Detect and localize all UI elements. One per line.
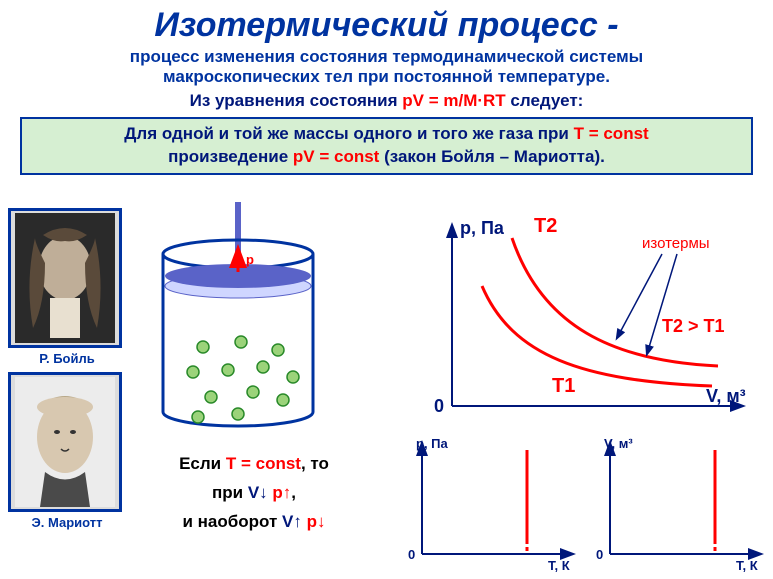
- chart-pt: 0 p, Па T, К: [404, 434, 580, 574]
- portrait-boyle-caption: Р. Бойль: [8, 351, 126, 366]
- subtitle: процесс изменения состояния термодинамич…: [0, 47, 773, 87]
- page-title: Изотермический процесс -: [0, 0, 773, 45]
- law-l2-post: (закон Бойля – Мариотта).: [379, 147, 605, 166]
- svg-text:T, К: T, К: [736, 558, 758, 573]
- eq-formula: pV = m/M·RT: [402, 91, 505, 110]
- subtitle-line2: макроскопических тел при постоянной темп…: [163, 67, 610, 86]
- subtitle-line1: процесс изменения состояния термодинамич…: [130, 47, 643, 66]
- cond-l2-V: V↓: [248, 483, 268, 502]
- svg-text:0: 0: [434, 396, 444, 416]
- equation-line: Из уравнения состояния pV = m/M·RT следу…: [0, 91, 773, 111]
- law-l1-pre: Для одной и той же массы одного и того ж…: [124, 124, 573, 143]
- cond-l3-p: p↓: [302, 512, 326, 531]
- cond-l1-T: T = const: [226, 454, 301, 473]
- law-l2-pre: произведение: [168, 147, 293, 166]
- svg-text:0: 0: [408, 547, 415, 562]
- cond-l3-V: V↑: [282, 512, 302, 531]
- portrait-boyle-image: [15, 213, 115, 343]
- eq-post: следует:: [506, 91, 584, 110]
- svg-text:T2: T2: [534, 216, 557, 237]
- chart-pv: 0 p, Па V, м³ T1 T2 T2 > T1 изотермы: [432, 216, 752, 426]
- cond-l3-pre: и наоборот: [182, 512, 282, 531]
- law-box: Для одной и той же массы одного и того ж…: [20, 117, 753, 175]
- cond-l1-post: , то: [301, 454, 329, 473]
- law-l2-eq: pV = const: [293, 147, 379, 166]
- cond-l2-pre: при: [212, 483, 248, 502]
- cond-l1-pre: Если: [179, 454, 226, 473]
- svg-text:изотермы: изотермы: [642, 235, 710, 252]
- svg-text:p: p: [246, 252, 254, 267]
- cond-l2-post: ,: [291, 483, 296, 502]
- portrait-boyle: [8, 208, 122, 348]
- portrait-mariotte-caption: Э. Мариотт: [8, 515, 126, 530]
- condition-text: Если T = const, то при V↓ p↑, и наоборот…: [134, 450, 374, 537]
- svg-text:T, К: T, К: [548, 558, 570, 573]
- svg-text:V, м³: V, м³: [706, 386, 746, 406]
- svg-text:T2 > T1: T2 > T1: [662, 316, 725, 336]
- chart-vt: 0 V, м³ T, К: [592, 434, 768, 574]
- svg-text:V, м³: V, м³: [604, 436, 633, 451]
- law-l1-T: T = const: [574, 124, 649, 143]
- portrait-mariotte: [8, 372, 122, 512]
- svg-text:0: 0: [596, 547, 603, 562]
- cylinder-diagram: p: [148, 202, 328, 432]
- svg-text:p, Па: p, Па: [460, 218, 505, 238]
- svg-text:T1: T1: [552, 375, 575, 397]
- cond-l2-p: p↑: [268, 483, 292, 502]
- svg-text:p, Па: p, Па: [416, 436, 449, 451]
- portraits-column: Р. Бойль Э. Мариотт: [8, 208, 126, 536]
- portrait-mariotte-image: [15, 377, 115, 507]
- eq-pre: Из уравнения состояния: [190, 91, 403, 110]
